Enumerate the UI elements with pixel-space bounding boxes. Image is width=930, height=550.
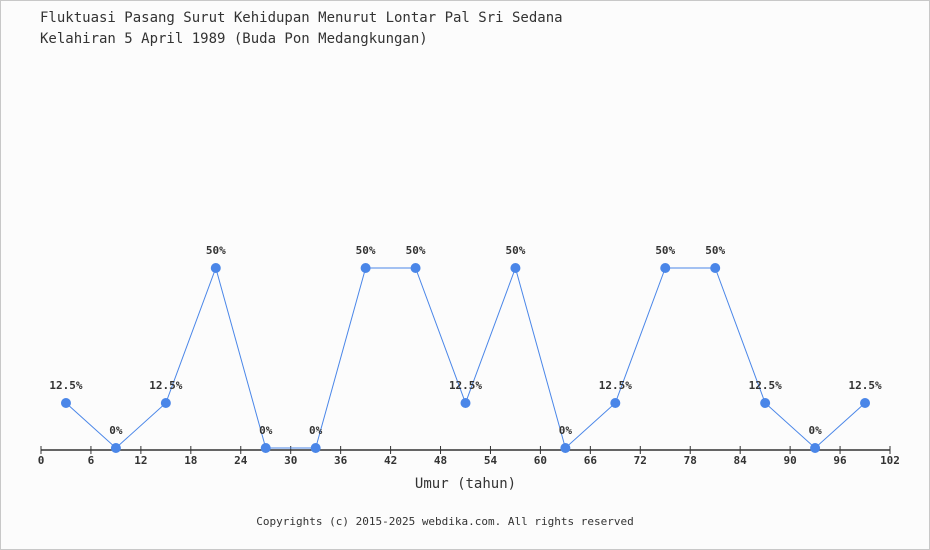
data-label: 0% xyxy=(109,424,123,437)
x-tick-label: 78 xyxy=(684,454,697,467)
data-point xyxy=(510,263,521,273)
data-point xyxy=(560,443,571,453)
x-axis-label: Umur (tahun) xyxy=(415,476,516,492)
data-label: 50% xyxy=(705,244,725,257)
data-label: 50% xyxy=(356,244,376,257)
data-label: 12.5% xyxy=(599,379,632,392)
x-tick-label: 12 xyxy=(134,454,147,467)
data-label: 0% xyxy=(259,424,273,437)
series-line xyxy=(65,266,866,449)
data-point xyxy=(610,398,621,408)
x-tick-label: 48 xyxy=(434,454,447,467)
data-label: 50% xyxy=(655,244,675,257)
x-tick-label: 72 xyxy=(634,454,647,467)
data-point xyxy=(160,398,171,408)
x-tick-label: 6 xyxy=(88,454,95,467)
data-point xyxy=(460,398,471,408)
data-label: 50% xyxy=(206,244,226,257)
data-label: 12.5% xyxy=(749,379,782,392)
data-point xyxy=(60,398,71,408)
x-tick-label: 0 xyxy=(38,454,45,467)
chart-subtitle: Kelahiran 5 April 1989 (Buda Pon Medangk… xyxy=(40,31,428,47)
data-label: 50% xyxy=(506,244,526,257)
data-label: 0% xyxy=(309,424,323,437)
data-label: 0% xyxy=(559,424,573,437)
data-label: 12.5% xyxy=(848,379,881,392)
data-point xyxy=(310,443,321,453)
data-point xyxy=(860,398,871,408)
x-tick-label: 36 xyxy=(334,454,348,467)
x-tick-label: 84 xyxy=(734,454,748,467)
x-tick-label: 66 xyxy=(584,454,598,467)
data-point xyxy=(660,263,671,273)
data-point xyxy=(810,443,821,453)
data-label: 0% xyxy=(808,424,822,437)
data-point xyxy=(760,398,771,408)
x-tick-label: 24 xyxy=(234,454,248,467)
data-point xyxy=(110,443,121,453)
data-point xyxy=(360,263,371,273)
x-tick-label: 42 xyxy=(384,454,397,467)
x-tick-label: 30 xyxy=(284,454,297,467)
copyright-footer: Copyrights (c) 2015-2025 webdika.com. Al… xyxy=(256,515,634,528)
data-label: 50% xyxy=(406,244,426,257)
data-point xyxy=(260,443,271,453)
data-point xyxy=(210,263,221,273)
x-tick-label: 90 xyxy=(783,454,796,467)
x-tick-label: 18 xyxy=(184,454,197,467)
data-point xyxy=(710,263,721,273)
x-tick-label: 54 xyxy=(484,454,498,467)
data-label: 12.5% xyxy=(449,379,482,392)
data-point xyxy=(410,263,421,273)
data-label: 12.5% xyxy=(149,379,182,392)
x-tick-label: 96 xyxy=(833,454,847,467)
x-tick-label: 102 xyxy=(880,454,900,467)
chart-title: Fluktuasi Pasang Surut Kehidupan Menurut… xyxy=(40,10,563,26)
data-label: 12.5% xyxy=(49,379,82,392)
x-tick-label: 60 xyxy=(534,454,547,467)
